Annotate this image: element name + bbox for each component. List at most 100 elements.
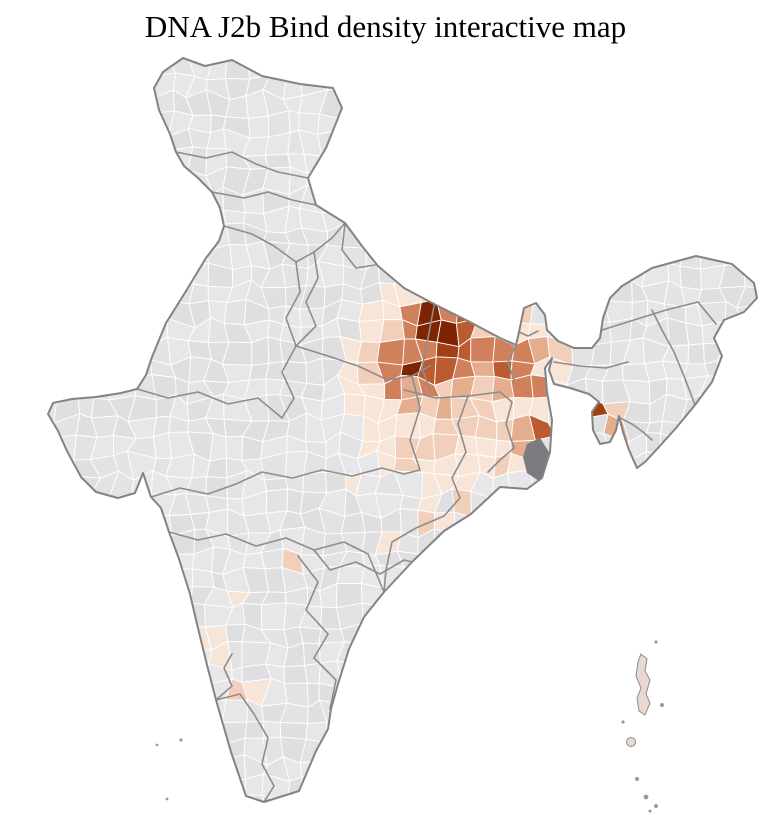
district-cell[interactable] — [19, 567, 36, 592]
district-cell[interactable] — [381, 39, 399, 60]
district-cell[interactable] — [129, 774, 157, 803]
district-cell[interactable] — [110, 793, 131, 815]
district-cell[interactable] — [507, 662, 536, 688]
district-cell[interactable] — [39, 662, 63, 688]
district-cell[interactable] — [587, 226, 608, 252]
district-cell[interactable] — [678, 548, 708, 576]
district-cell[interactable] — [36, 109, 62, 135]
district-cell[interactable] — [720, 127, 744, 155]
district-cell[interactable] — [532, 209, 557, 232]
district-cell[interactable] — [151, 205, 175, 227]
district-cell[interactable] — [640, 147, 669, 170]
district-cell[interactable] — [548, 570, 576, 591]
district-cell[interactable] — [152, 551, 177, 569]
district-cell[interactable] — [36, 89, 62, 116]
district-cell[interactable] — [739, 241, 763, 266]
district-cell[interactable] — [740, 401, 763, 423]
district-cell[interactable] — [640, 509, 668, 535]
district-cell[interactable] — [607, 583, 627, 613]
district-cell[interactable] — [51, 147, 74, 176]
district-cell[interactable] — [375, 759, 403, 783]
district-cell[interactable] — [226, 37, 248, 63]
district-cell[interactable] — [756, 716, 771, 747]
district-cell[interactable] — [433, 754, 458, 785]
district-cell[interactable] — [609, 631, 628, 648]
district-cell[interactable] — [54, 496, 78, 519]
district-cell[interactable] — [759, 760, 771, 781]
district-cell[interactable] — [740, 191, 761, 207]
district-cell[interactable] — [490, 738, 518, 758]
district-cell[interactable] — [756, 697, 771, 724]
district-cell[interactable] — [552, 299, 575, 326]
district-cell[interactable] — [735, 547, 760, 571]
district-cell[interactable] — [15, 59, 40, 79]
district-cell[interactable] — [70, 241, 99, 269]
district-cell[interactable] — [716, 626, 745, 645]
district-cell[interactable] — [761, 304, 771, 329]
district-cell[interactable] — [153, 168, 177, 194]
district-cell[interactable] — [431, 591, 457, 608]
district-cell[interactable] — [113, 605, 131, 626]
district-cell[interactable] — [14, 684, 41, 706]
district-cell[interactable] — [587, 53, 611, 81]
district-cell[interactable] — [606, 91, 633, 116]
district-cell[interactable] — [341, 108, 367, 136]
district-cell[interactable] — [76, 781, 99, 802]
district-cell[interactable] — [588, 682, 612, 703]
district-cell[interactable] — [71, 169, 99, 196]
district-cell[interactable] — [497, 610, 513, 631]
district-cell[interactable] — [58, 702, 73, 726]
district-cell[interactable] — [114, 110, 138, 137]
district-cell[interactable] — [725, 490, 747, 518]
district-cell[interactable] — [304, 662, 321, 684]
district-cell[interactable] — [685, 322, 704, 346]
district-cell[interactable] — [585, 573, 611, 595]
district-cell[interactable] — [507, 602, 538, 633]
district-cell[interactable] — [457, 551, 473, 570]
district-cell[interactable] — [759, 629, 771, 649]
district-cell[interactable] — [665, 697, 690, 728]
district-cell[interactable] — [571, 114, 595, 133]
district-cell[interactable] — [150, 774, 175, 799]
district-cell[interactable] — [534, 108, 551, 133]
district-cell[interactable] — [584, 530, 610, 557]
district-cell[interactable] — [319, 801, 345, 815]
district-cell[interactable] — [393, 269, 424, 285]
district-cell[interactable] — [71, 78, 100, 99]
district-cell[interactable] — [15, 624, 42, 648]
district-cell[interactable] — [109, 72, 133, 96]
district-cell[interactable] — [414, 624, 441, 646]
district-cell[interactable] — [659, 723, 690, 739]
district-cell[interactable] — [318, 774, 339, 803]
district-cell[interactable] — [434, 528, 459, 557]
district-cell[interactable] — [741, 454, 765, 472]
district-cell[interactable] — [39, 133, 56, 153]
district-cell[interactable] — [607, 530, 628, 557]
district-cell[interactable] — [357, 128, 386, 158]
district-cell[interactable] — [453, 511, 474, 538]
district-cell[interactable] — [509, 724, 535, 741]
district-cell[interactable] — [75, 568, 96, 588]
district-cell[interactable] — [153, 148, 176, 175]
district-cell[interactable] — [432, 724, 460, 744]
district-cell[interactable] — [416, 564, 440, 594]
district-cell[interactable] — [697, 665, 727, 689]
district-cell[interactable] — [569, 431, 592, 456]
district-cell[interactable] — [265, 488, 289, 514]
district-cell[interactable] — [53, 742, 81, 762]
district-cell[interactable] — [393, 603, 424, 631]
district-cell[interactable] — [52, 222, 73, 246]
district-cell[interactable] — [706, 413, 727, 441]
district-cell[interactable] — [585, 757, 614, 785]
district-cell[interactable] — [75, 493, 100, 512]
district-cell[interactable] — [111, 168, 139, 194]
district-cell[interactable] — [724, 241, 744, 266]
district-cell[interactable] — [526, 755, 554, 780]
district-cell[interactable] — [300, 799, 329, 815]
district-cell[interactable] — [698, 127, 727, 155]
district-cell[interactable] — [547, 678, 568, 703]
district-cell[interactable] — [56, 434, 77, 461]
district-cell[interactable] — [127, 551, 157, 572]
district-cell[interactable] — [16, 801, 39, 815]
district-cell[interactable] — [393, 92, 421, 111]
